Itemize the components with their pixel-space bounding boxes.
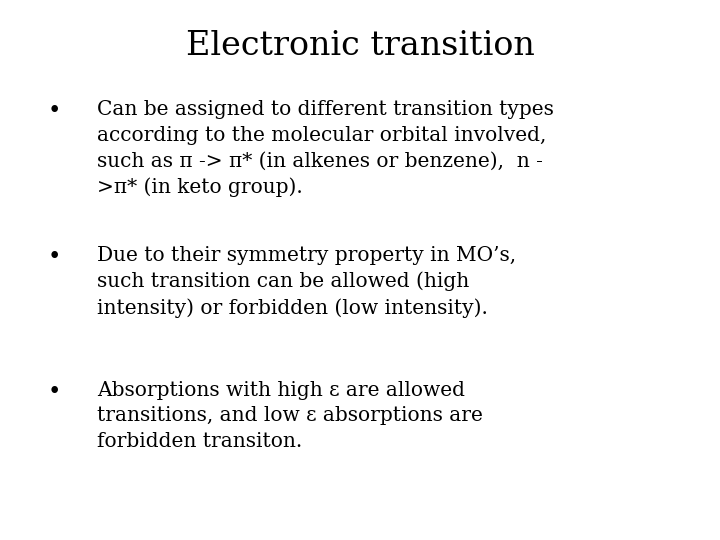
- Text: •: •: [48, 381, 60, 403]
- Text: Due to their symmetry property in MO’s,
such transition can be allowed (high
int: Due to their symmetry property in MO’s, …: [97, 246, 516, 318]
- Text: •: •: [48, 246, 60, 268]
- Text: Absorptions with high ε are allowed
transitions, and low ε absorptions are
forbi: Absorptions with high ε are allowed tran…: [97, 381, 483, 451]
- Text: •: •: [48, 100, 60, 122]
- Text: Can be assigned to different transition types
according to the molecular orbital: Can be assigned to different transition …: [97, 100, 554, 197]
- Text: Electronic transition: Electronic transition: [186, 30, 534, 62]
